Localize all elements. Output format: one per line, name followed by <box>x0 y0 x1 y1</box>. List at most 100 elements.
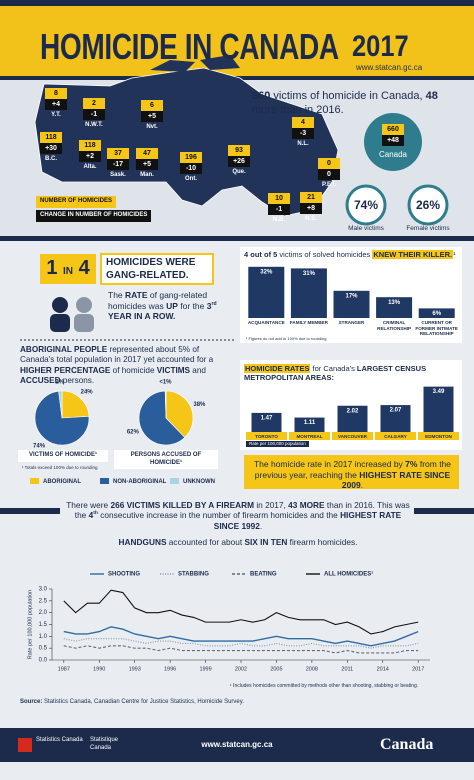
bar-value-label: 2.02 <box>347 408 359 414</box>
header-url: www.statcan.gc.ca <box>356 63 423 72</box>
map-island <box>150 60 195 72</box>
bar-category-label: CURRENT OR FORMER INTIMATE RELATIONSHIP <box>415 320 458 336</box>
pie-slice <box>138 390 186 446</box>
text-run: more than in 2016. <box>252 103 344 116</box>
bar <box>376 297 413 318</box>
legend-change: CHANGE IN NUMBER OF HOMICIDES <box>36 210 152 222</box>
region-label: Que. <box>232 169 246 175</box>
text-run: . <box>259 520 263 531</box>
firearm-rule <box>0 508 60 514</box>
title: HOMICIDE IN CANADA <box>40 26 339 67</box>
summary: 660 victims of homicide in Canada, 48 mo… <box>252 90 466 118</box>
section-rule <box>0 236 474 241</box>
text-run: accounted for about <box>166 537 245 547</box>
region-count: 37 <box>107 148 129 159</box>
text-run: 7% <box>405 459 418 469</box>
footer-band <box>0 728 474 762</box>
text-run: 4 <box>88 510 94 521</box>
male-label: Male victims <box>348 225 384 232</box>
text-run: HIGHER PERCENTAGE <box>20 365 111 375</box>
legend-swatch <box>100 478 109 484</box>
text-run: ¹ <box>453 250 456 259</box>
region-label: Sask. <box>110 172 126 178</box>
region-count: 118 <box>79 140 101 151</box>
region-label: N.B. <box>273 217 285 223</box>
bar-value-label: 17% <box>345 293 358 299</box>
handgun-text: HANDGUNS accounted for about SIX IN TEN … <box>66 537 410 547</box>
gang-title-box <box>100 253 214 285</box>
text-run: and <box>190 365 206 375</box>
pie-title: PERSONS ACCUSED OF HOMICIDE¹ <box>114 450 218 469</box>
region-count: 10 <box>268 193 290 204</box>
region-count: 2 <box>83 98 105 109</box>
bar <box>423 386 454 432</box>
rate-text: The homicide rate in 2017 increased by 7… <box>250 459 455 491</box>
bar-category-label: MONTREAL <box>296 433 323 439</box>
region-change: -17 <box>107 159 129 170</box>
text-run: HOMICIDE RATES <box>244 364 311 373</box>
aboriginal-text: ABORIGINAL PEOPLE represented about 5% o… <box>20 345 235 386</box>
legend-label: SHOOTING <box>108 572 140 578</box>
flag-logo <box>18 738 32 752</box>
text-run: 48 <box>425 90 438 102</box>
pie-slice <box>165 390 194 438</box>
map-island <box>200 55 240 70</box>
pie-slice <box>61 390 90 419</box>
legend-label: BEATING <box>250 572 277 578</box>
bar-value-label: 13% <box>388 300 401 306</box>
x-tick-label: 1993 <box>129 666 141 672</box>
line-series <box>63 589 419 635</box>
rate-box <box>244 455 459 489</box>
person-icon <box>74 314 94 332</box>
text-run: 266 VICTIMS KILLED BY A FIREARM <box>110 500 255 510</box>
region-label: Ont. <box>185 176 197 182</box>
text-run: HIGHEST RATE SINCE 1992 <box>213 510 402 531</box>
x-tick-label: 2014 <box>377 666 389 672</box>
y-tick-label: 1.5 <box>39 622 48 628</box>
text-run: consecutive increase in the number of fi… <box>97 510 341 521</box>
region-label: P.E.I. <box>322 182 336 188</box>
pie-slice <box>34 390 90 446</box>
region-change: -1 <box>83 109 105 120</box>
text-run: UP <box>166 300 178 311</box>
legend-label: STABBING <box>178 572 209 578</box>
text-run: Statistics Canada, Canadian Centre for J… <box>42 699 244 705</box>
region-count: 47 <box>136 148 158 159</box>
x-tick-label: 2002 <box>235 666 247 672</box>
x-tick-label: 2005 <box>270 666 282 672</box>
bar-value-label: 3.49 <box>433 389 445 395</box>
text-run: RATE <box>125 290 148 300</box>
text-run: . <box>360 480 364 491</box>
region-count: 21 <box>300 192 322 203</box>
region-change: +8 <box>300 203 322 214</box>
category-strip <box>289 432 330 440</box>
wordmark: Canada <box>380 736 434 753</box>
category-strip <box>246 432 287 440</box>
text-run: HANDGUNS <box>118 537 167 547</box>
bar-value-label: 1.11 <box>304 420 316 426</box>
line-series <box>63 638 419 649</box>
bar <box>290 268 327 318</box>
pie-label: 24% <box>81 389 94 395</box>
text-run: 660 <box>252 90 271 102</box>
x-tick-label: 2008 <box>306 666 318 672</box>
region-label: N.L. <box>297 141 309 147</box>
region-label: Man. <box>140 172 154 178</box>
header-stripe <box>0 0 474 6</box>
bar-note: ¹ Figures do not add to 100% due to roun… <box>246 336 327 341</box>
female-label: Female victims <box>406 225 450 232</box>
bar <box>333 290 370 318</box>
text-run: for Canada's <box>310 364 357 373</box>
text-run: of homicide <box>110 365 157 375</box>
bar-category-label: EDMONTON <box>425 433 452 439</box>
legend-count: NUMBER OF HOMICIDES <box>36 196 116 208</box>
bar-category-label: ACQUAINTANCE <box>247 320 285 325</box>
category-strip <box>375 432 416 440</box>
ratio-in: IN <box>63 266 73 277</box>
pie-title: VICTIMS OF HOMICIDE¹ <box>18 450 108 462</box>
text-run: HIGHEST RATE SINCE 2009 <box>341 469 451 491</box>
firearm-rule <box>414 508 474 514</box>
bar <box>380 405 411 432</box>
x-tick-label: 1990 <box>93 666 105 672</box>
